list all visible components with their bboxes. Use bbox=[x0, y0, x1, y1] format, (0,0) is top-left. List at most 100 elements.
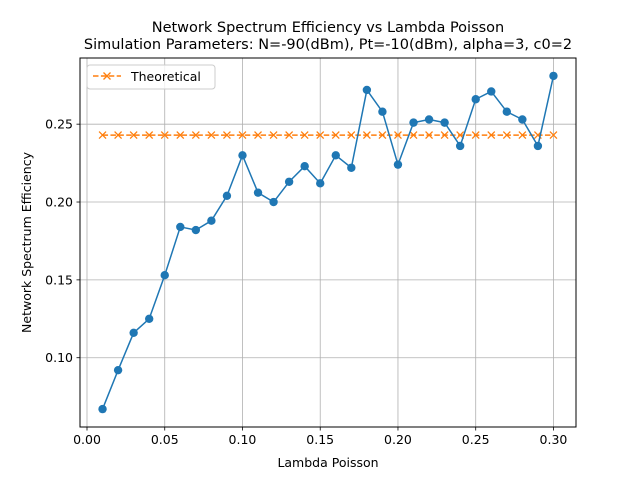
theoretical-point-stroke bbox=[238, 131, 247, 140]
theoretical-point-stroke bbox=[409, 131, 418, 140]
theoretical-point bbox=[471, 131, 480, 140]
theoretical-point bbox=[222, 131, 231, 140]
simulated-point bbox=[191, 225, 201, 235]
theoretical-point-stroke bbox=[440, 131, 449, 140]
theoretical-point bbox=[160, 131, 169, 140]
simulated-point bbox=[362, 85, 372, 95]
theoretical-point-stroke bbox=[222, 131, 231, 140]
simulated-point bbox=[98, 404, 107, 414]
legend-marker-theoretical bbox=[103, 72, 111, 80]
simulated-point bbox=[455, 141, 465, 151]
theoretical-point bbox=[347, 131, 356, 140]
theoretical-point bbox=[362, 131, 371, 140]
y-tick-label: 0.15 bbox=[45, 272, 73, 287]
x-tick-label: 0.20 bbox=[384, 432, 412, 447]
theoretical-point-stroke bbox=[176, 131, 185, 140]
simulated-point bbox=[487, 87, 496, 96]
theoretical-point-stroke bbox=[518, 131, 527, 140]
theoretical-point-stroke bbox=[300, 131, 309, 140]
x-tick-label: 0.10 bbox=[229, 432, 257, 447]
theoretical-point bbox=[129, 131, 138, 140]
theoretical-point bbox=[425, 131, 434, 140]
simulated-point bbox=[424, 115, 434, 124]
theoretical-point-stroke bbox=[129, 131, 138, 140]
simulated-point bbox=[549, 71, 558, 81]
theoretical-point bbox=[316, 131, 325, 140]
theoretical-point bbox=[191, 131, 200, 140]
legend-box bbox=[86, 64, 216, 90]
theoretical-point-stroke bbox=[394, 131, 402, 140]
x-tick-label: 0.25 bbox=[462, 432, 490, 447]
simulated-point bbox=[533, 141, 543, 151]
y-tick-label: 0.25 bbox=[45, 117, 73, 132]
theoretical-point-stroke bbox=[549, 131, 558, 140]
simulated-point bbox=[238, 151, 247, 160]
theoretical-point-stroke bbox=[160, 131, 169, 140]
simulated-point bbox=[502, 107, 512, 116]
theoretical-point bbox=[207, 131, 216, 140]
simulated-point bbox=[331, 151, 340, 160]
theoretical-point bbox=[440, 131, 449, 140]
theoretical-point bbox=[254, 131, 262, 140]
simulated-point bbox=[129, 328, 138, 338]
chart-title-line1: Network Spectrum Efficiency vs Lambda Po… bbox=[152, 20, 505, 36]
y-axis-label: Network Spectrum Efficiency bbox=[19, 151, 34, 333]
theoretical-point bbox=[331, 131, 340, 140]
legend-label-theoretical: Theoretical bbox=[130, 69, 201, 84]
simulated-point bbox=[316, 179, 325, 188]
theoretical-point bbox=[549, 131, 558, 140]
x-tick-label: 0.05 bbox=[151, 432, 179, 447]
theoretical-point bbox=[518, 131, 527, 140]
theoretical-point bbox=[98, 131, 107, 140]
theoretical-point bbox=[300, 131, 309, 140]
theoretical-point-stroke bbox=[285, 131, 294, 140]
ticks-layer: 0.00 0.05 0.10 0.15 0.20 0.25 0.30 0.10 0.15 0.20… bbox=[45, 117, 567, 447]
theoretical-point-stroke bbox=[425, 131, 434, 140]
theoretical-point bbox=[394, 131, 402, 140]
simulated-point bbox=[518, 115, 527, 124]
theoretical-point-stroke bbox=[487, 131, 496, 140]
theoretical-point-stroke bbox=[207, 131, 216, 140]
simulated-point bbox=[300, 162, 309, 171]
theoretical-point bbox=[409, 131, 418, 140]
theoretical-point-stroke bbox=[269, 131, 278, 140]
simulated-point bbox=[269, 197, 278, 207]
theoretical-point bbox=[114, 131, 123, 140]
legend: Theoretical bbox=[86, 64, 216, 90]
theoretical-point-stroke bbox=[502, 131, 511, 140]
x-tick-label: 0.15 bbox=[306, 432, 334, 447]
theoretical-point-stroke bbox=[114, 131, 123, 140]
simulated-point bbox=[409, 118, 418, 127]
simulated-point bbox=[207, 216, 216, 225]
y-tick-label: 0.10 bbox=[45, 350, 73, 365]
simulated-point bbox=[222, 191, 232, 200]
simulated-point bbox=[253, 188, 263, 197]
x-axis-label: Lambda Poisson bbox=[277, 455, 378, 470]
theoretical-point-stroke bbox=[378, 131, 387, 140]
x-tick-label: 0.00 bbox=[73, 432, 101, 447]
simulated-point bbox=[440, 118, 449, 127]
theoretical-point-stroke bbox=[98, 131, 107, 140]
y-tick-label: 0.20 bbox=[45, 195, 73, 210]
theoretical-point-stroke bbox=[471, 131, 480, 140]
simulated-point bbox=[393, 160, 403, 169]
theoretical-point bbox=[502, 131, 511, 140]
simulated-point bbox=[144, 314, 154, 323]
simulated-point bbox=[176, 222, 185, 232]
theoretical-point-stroke bbox=[331, 131, 340, 140]
theoretical-point-stroke bbox=[316, 131, 325, 140]
theoretical-point bbox=[285, 131, 294, 140]
simulated-point bbox=[160, 270, 169, 280]
theoretical-point-stroke bbox=[145, 131, 154, 140]
theoretical-point-stroke bbox=[254, 131, 262, 140]
theoretical-point-stroke bbox=[347, 131, 356, 140]
plot-area-frame bbox=[79, 57, 577, 428]
simulated-point bbox=[471, 95, 480, 104]
simulated-point bbox=[347, 163, 356, 172]
chart-title-line2: Simulation Parameters: N=-90(dBm), Pt=-1… bbox=[84, 37, 572, 53]
theoretical-point bbox=[378, 131, 387, 140]
theoretical-point-stroke bbox=[362, 131, 371, 140]
series-layer bbox=[98, 71, 558, 414]
simulated-point bbox=[284, 177, 294, 186]
